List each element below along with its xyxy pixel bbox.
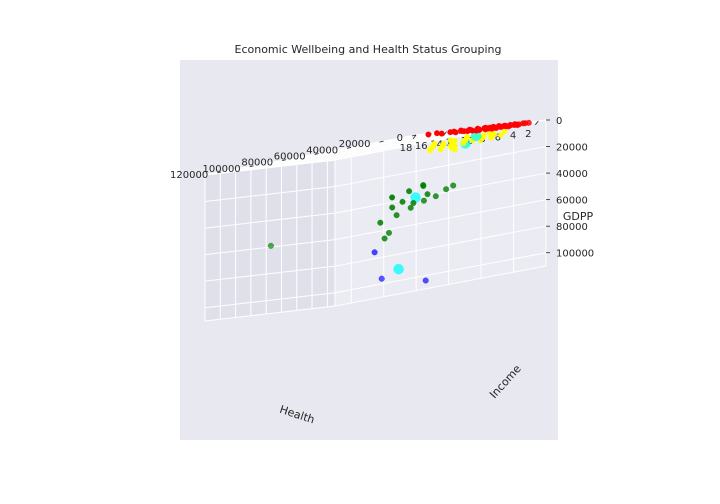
y-grid-floor — [253, 150, 384, 167]
y-tick-mark — [217, 171, 222, 174]
data-point — [450, 182, 457, 189]
data-point — [407, 204, 414, 211]
x-tick-label: 4 — [510, 131, 516, 142]
data-point — [466, 126, 473, 133]
z-grid-side — [204, 186, 336, 203]
y-tick-label: 100000 — [203, 164, 241, 175]
z-grid-side — [204, 159, 336, 176]
data-point — [457, 127, 465, 134]
y-tick-label: 0 — [397, 133, 403, 144]
data-point — [424, 191, 431, 198]
data-point — [377, 219, 384, 226]
chart-title: Economic Wellbeing and Health Status Gro… — [235, 43, 502, 56]
data-point — [422, 277, 429, 284]
y-tick-mark — [411, 134, 417, 137]
data-point — [481, 125, 488, 132]
tick-labels: 2468101214161802000040000600008000010000… — [170, 116, 594, 260]
data-point — [389, 194, 396, 201]
y-grid-floor — [318, 137, 449, 154]
gridlines — [204, 119, 547, 321]
x-tick-mark — [535, 120, 539, 126]
z-grid-back — [334, 225, 547, 267]
y-tick-label: 120000 — [170, 170, 208, 181]
z-tick-label: 60000 — [556, 196, 588, 207]
data-point — [480, 132, 487, 139]
y-tick-mark — [249, 165, 254, 168]
data-point — [433, 130, 441, 137]
y-tick-label: 20000 — [339, 139, 371, 150]
data-point — [385, 229, 393, 236]
z-grid-back — [334, 252, 547, 294]
z-grid-back — [334, 146, 547, 188]
y-grid-floor — [286, 144, 417, 161]
data-point — [381, 235, 388, 242]
y-tick-mark — [379, 140, 384, 143]
z-grid-back — [334, 172, 547, 214]
data-point — [463, 134, 471, 141]
data-point — [474, 125, 481, 132]
data-point — [420, 197, 427, 204]
x-tick-label: 16 — [415, 141, 428, 152]
y-tick-mark — [282, 159, 287, 162]
y-tick-mark — [346, 146, 352, 149]
data-point — [410, 199, 417, 207]
side-wall-pane — [204, 159, 336, 322]
z-tick-label: 0 — [556, 116, 562, 127]
y-tick-label: 80000 — [241, 158, 273, 169]
data-point — [447, 137, 454, 144]
data-point — [393, 263, 404, 275]
z-axis-label: GDPP — [563, 210, 594, 223]
data-point — [389, 204, 396, 211]
z-tick-label: 100000 — [556, 249, 594, 260]
x-tick-label: 2 — [525, 129, 531, 140]
data-point — [440, 140, 447, 147]
data-point — [267, 242, 274, 249]
z-grid-side — [204, 292, 336, 309]
z-tick-label: 80000 — [556, 222, 588, 233]
data-point — [432, 193, 439, 200]
data-point — [443, 186, 450, 193]
data-point — [399, 198, 406, 205]
scatter-points — [267, 119, 532, 284]
data-point — [498, 131, 505, 139]
x-tick-mark — [412, 134, 417, 140]
data-point — [378, 275, 385, 282]
data-point — [425, 131, 432, 138]
data-point — [406, 188, 413, 195]
z-grid-back — [334, 199, 547, 241]
y-grid-floor — [351, 131, 482, 148]
data-point — [431, 140, 438, 147]
x-tick-label: 18 — [400, 143, 413, 154]
x-tick-label: 6 — [495, 132, 501, 143]
z-grid-side — [204, 212, 336, 229]
y-tick-label: 60000 — [274, 151, 306, 162]
y-grid-floor — [221, 156, 352, 173]
data-point — [420, 182, 427, 189]
y-tick-label: 40000 — [306, 145, 338, 156]
z-grid-side — [204, 265, 336, 282]
z-tick-label: 40000 — [556, 169, 588, 180]
data-point — [495, 122, 502, 130]
data-point — [393, 212, 400, 219]
data-point — [447, 129, 454, 136]
data-point — [371, 249, 378, 256]
y-tick-mark — [314, 153, 319, 155]
z-tick-label: 20000 — [556, 143, 588, 154]
